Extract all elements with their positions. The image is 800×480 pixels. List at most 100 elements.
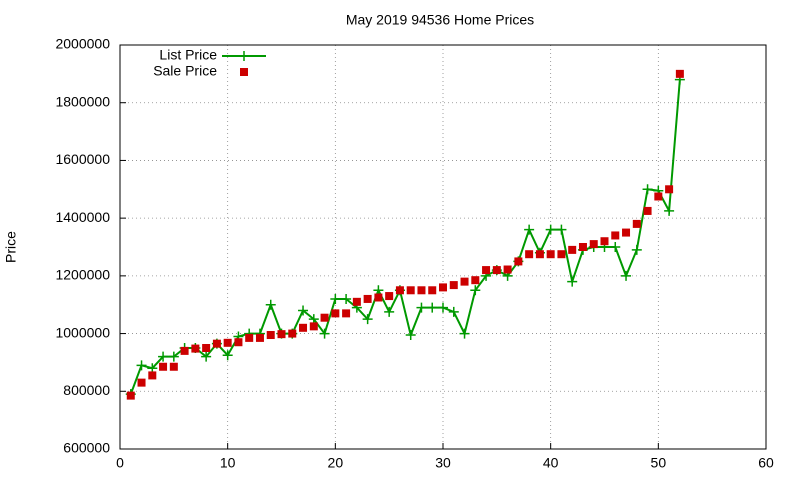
data-point <box>643 206 652 215</box>
data-point <box>546 250 555 259</box>
data-point <box>567 276 578 287</box>
data-point <box>320 313 329 322</box>
data-point <box>245 333 254 342</box>
x-tick-label: 10 <box>220 455 236 471</box>
data-point <box>266 331 275 340</box>
data-point <box>631 244 642 255</box>
y-tick-label: 1800000 <box>55 93 110 109</box>
data-point <box>535 250 544 259</box>
data-point <box>319 328 330 339</box>
data-point <box>611 231 620 240</box>
x-tick-label: 60 <box>758 455 774 471</box>
data-point <box>137 378 146 387</box>
x-tick-label: 50 <box>651 455 667 471</box>
data-point <box>222 350 233 361</box>
data-point <box>525 250 534 259</box>
data-point <box>417 286 426 295</box>
data-point <box>406 286 415 295</box>
data-point <box>255 333 264 342</box>
series-line <box>129 79 681 395</box>
plot-border <box>119 44 767 450</box>
data-point <box>309 322 318 331</box>
data-point <box>514 257 523 266</box>
data-point <box>557 250 566 259</box>
y-tick-label: 1000000 <box>55 324 110 340</box>
data-point <box>136 360 147 371</box>
data-point <box>416 302 427 313</box>
data-point <box>524 224 535 235</box>
data-point <box>202 344 211 352</box>
data-point <box>331 309 340 318</box>
data-point <box>298 305 309 316</box>
data-point <box>665 185 674 194</box>
data-point <box>492 266 501 275</box>
data-point <box>341 293 352 304</box>
x-tick-label: 0 <box>116 455 124 471</box>
chart-title: May 2019 94536 Home Prices <box>346 12 534 28</box>
data-point <box>654 192 663 201</box>
data-point <box>427 302 438 313</box>
data-point <box>589 240 598 249</box>
data-point <box>568 245 577 254</box>
data-point <box>299 323 308 332</box>
data-point <box>180 346 189 355</box>
x-tick-label: 30 <box>435 455 451 471</box>
data-point <box>471 276 480 285</box>
data-point <box>126 391 135 400</box>
data-point <box>191 344 200 353</box>
data-point <box>374 293 383 302</box>
y-tick-label: 800000 <box>63 382 110 398</box>
legend-label: List Price <box>159 47 217 63</box>
data-point <box>545 224 556 235</box>
data-point <box>438 302 448 313</box>
data-point <box>642 184 653 195</box>
data-point <box>168 351 179 362</box>
legend-marker <box>240 68 248 76</box>
data-point <box>288 329 297 338</box>
data-point <box>330 293 341 304</box>
data-point <box>460 277 469 286</box>
data-point <box>675 69 684 78</box>
data-point <box>459 328 470 339</box>
y-tick-label: 1200000 <box>55 267 110 283</box>
data-point <box>265 299 276 310</box>
legend-label: Sale Price <box>153 63 217 79</box>
data-point <box>578 243 587 251</box>
x-tick-label: 20 <box>328 455 344 471</box>
y-tick-label: 1600000 <box>55 151 110 167</box>
data-point <box>482 266 491 275</box>
data-point <box>384 306 395 317</box>
y-axis-label: Price <box>3 231 19 263</box>
data-point <box>277 330 286 339</box>
data-point <box>405 330 416 341</box>
data-point <box>212 339 221 348</box>
data-point <box>352 297 361 306</box>
data-point <box>503 265 512 274</box>
x-tick-label: 40 <box>543 455 559 471</box>
legend-marker <box>239 51 249 61</box>
data-point <box>449 281 458 290</box>
data-point <box>600 237 609 246</box>
data-point <box>362 314 373 325</box>
data-point <box>169 362 178 371</box>
data-point <box>621 270 632 281</box>
data-point <box>632 219 641 228</box>
y-tick-label: 2000000 <box>55 36 110 52</box>
data-point <box>385 292 394 301</box>
data-point <box>439 283 447 292</box>
data-point <box>395 286 404 295</box>
data-point <box>158 351 169 362</box>
data-point <box>556 224 567 235</box>
y-tick-label: 1400000 <box>55 209 110 225</box>
data-point <box>470 285 481 296</box>
data-point <box>223 338 232 347</box>
data-point <box>622 228 631 237</box>
data-point <box>664 205 675 216</box>
data-point <box>342 309 351 318</box>
data-point <box>201 351 212 362</box>
data-point <box>428 286 437 295</box>
data-point <box>159 362 168 371</box>
data-point <box>448 306 459 317</box>
